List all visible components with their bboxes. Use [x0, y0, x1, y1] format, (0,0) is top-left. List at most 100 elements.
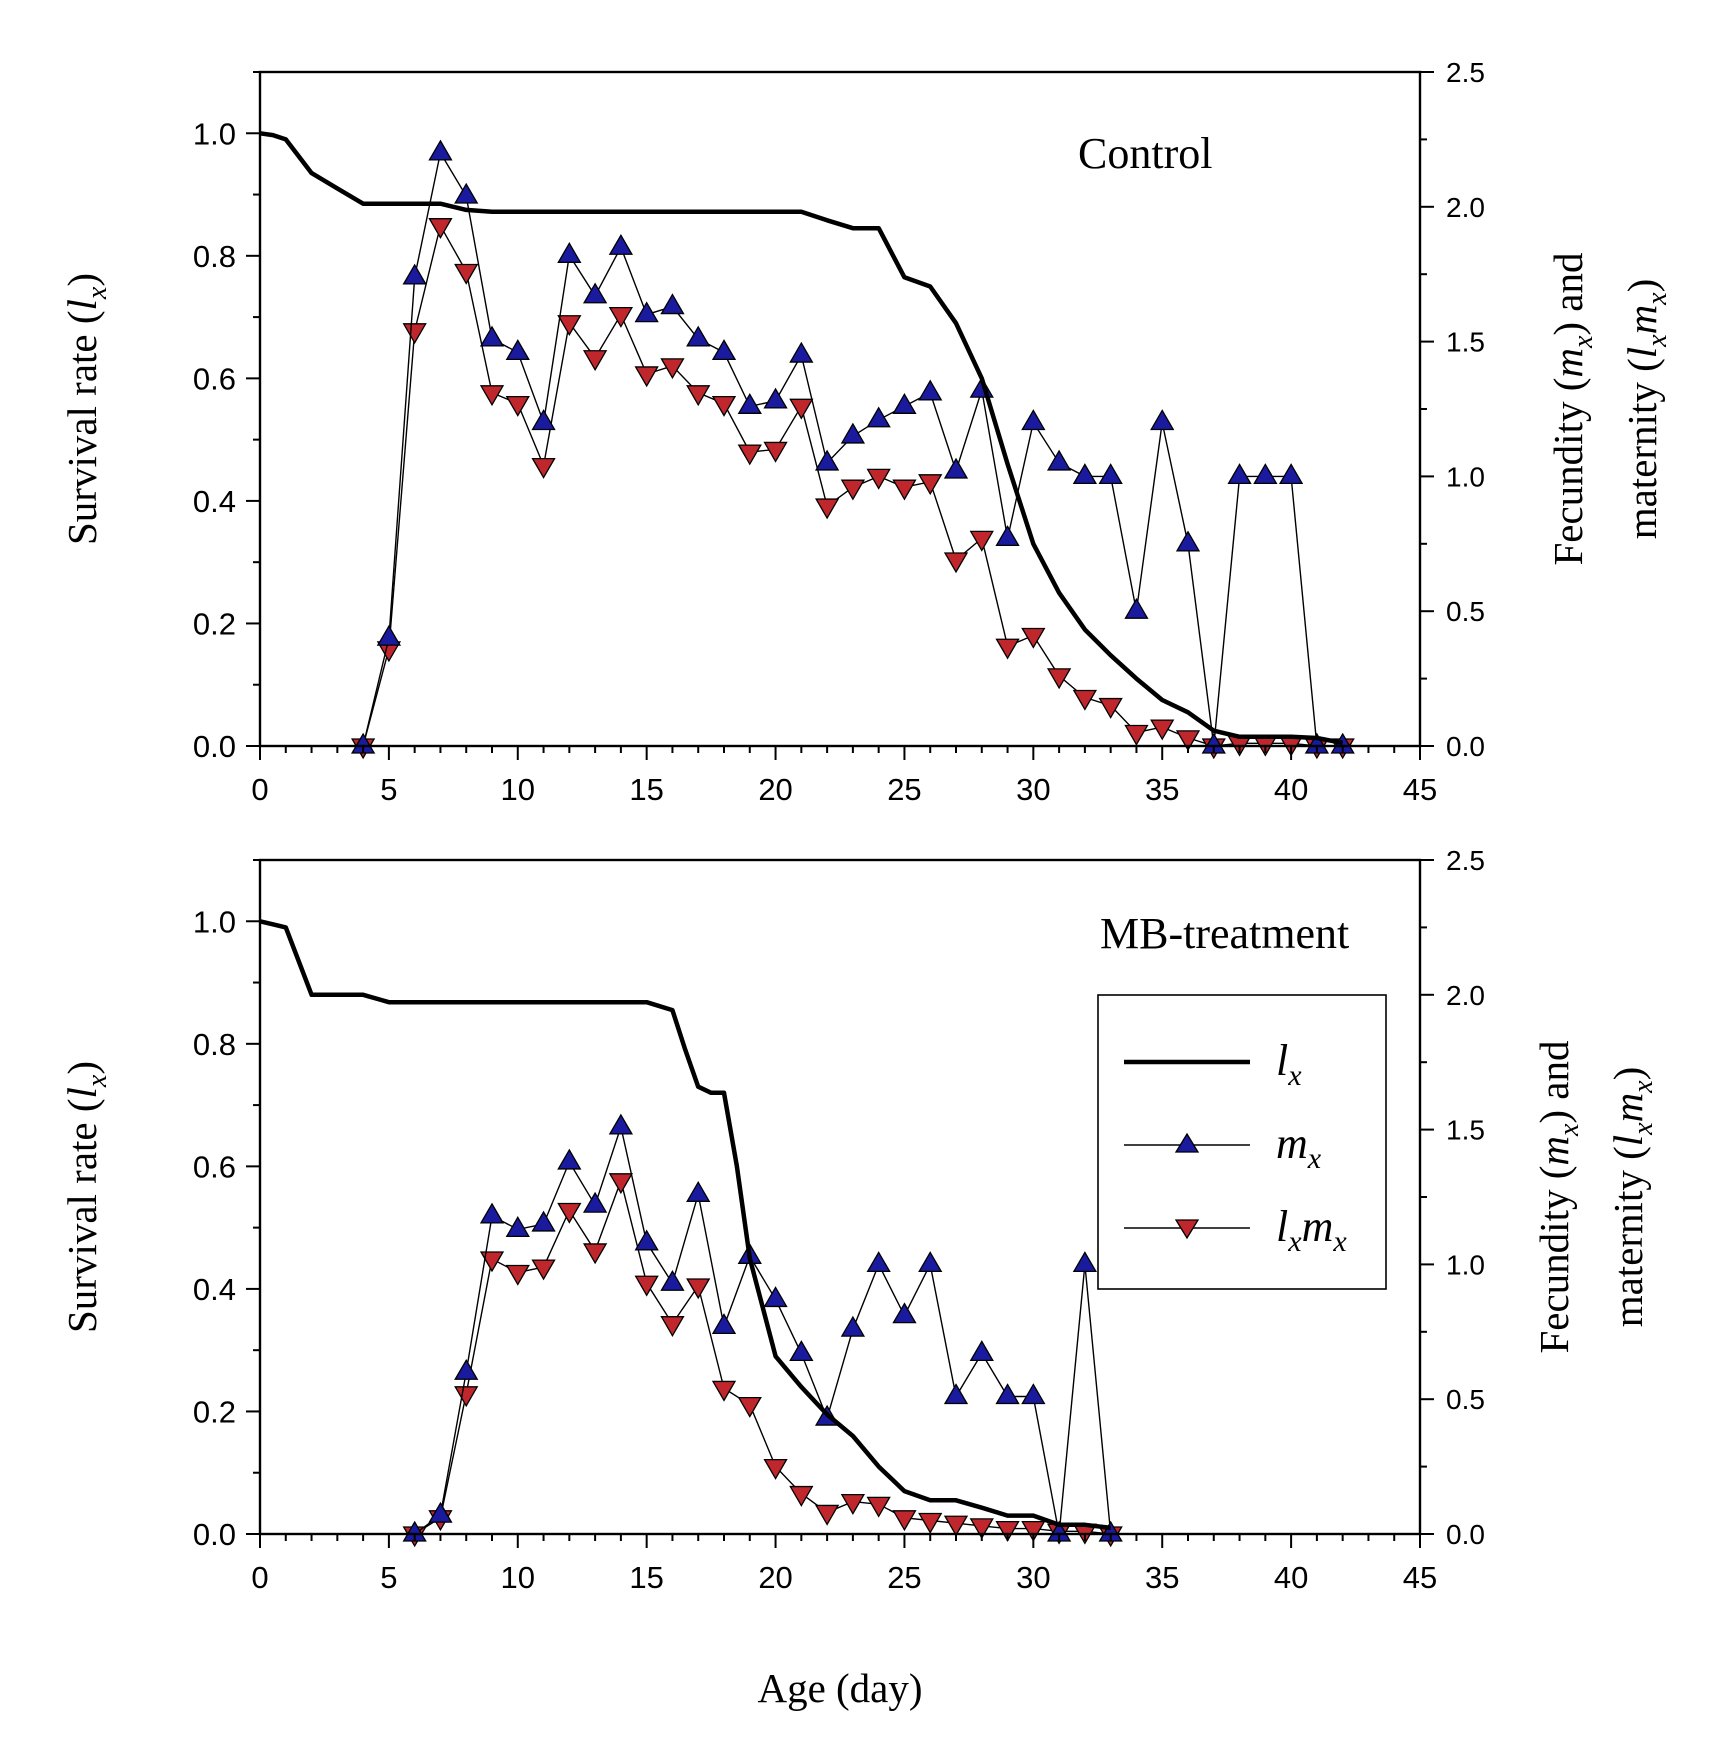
lxmx-point: [402, 323, 427, 345]
right-y-tick-label: 0.5: [1446, 596, 1485, 627]
mx-point: [737, 393, 762, 414]
left-y-axis-title: Survival rate (lx): [59, 273, 113, 545]
mx-point: [1072, 463, 1098, 485]
lxmx-point: [1072, 689, 1098, 711]
lxmx-point: [1021, 1520, 1046, 1542]
x-tick-label: 40: [1274, 1560, 1308, 1595]
mx-point: [582, 1191, 608, 1213]
series-line-lxmx: [414, 1178, 1111, 1535]
legend-label-lxmx: lxmx: [1276, 1202, 1347, 1258]
mx-point: [531, 409, 556, 431]
mx-point: [1175, 530, 1201, 552]
mx-point: [1021, 1383, 1046, 1405]
x-tick-label: 5: [380, 1560, 397, 1595]
x-tick-label: 30: [1016, 1560, 1050, 1595]
x-tick-label: 35: [1145, 1560, 1179, 1595]
mx-point: [660, 1269, 685, 1291]
axes: 0 5 10 15 20 25 30 35 40 45 0.0 0.2 0.4 0.6 0.8 1.0 0.0 0…: [193, 845, 1485, 1595]
mx-point: [969, 1340, 994, 1362]
lxmx-point: [1098, 697, 1123, 719]
mx-point: [634, 1229, 659, 1251]
mx-point: [1253, 463, 1278, 485]
right-y-axis-title-line1: Fecundity (mx) and: [1531, 1040, 1585, 1353]
mx-point: [376, 624, 402, 646]
mx-point: [634, 301, 659, 323]
mx-point: [479, 325, 505, 347]
mx-point: [1227, 463, 1252, 485]
lxmx-point: [763, 1458, 788, 1480]
mx-point: [402, 263, 427, 285]
lxmx-point: [918, 1512, 943, 1534]
lxmx-point: [608, 1173, 634, 1195]
lxmx-point: [634, 366, 659, 388]
right-y-tick-label: 1.5: [1446, 1115, 1485, 1146]
x-tick-label: 30: [1016, 772, 1050, 807]
lxmx-point: [660, 358, 685, 380]
lxmx-point: [1124, 724, 1149, 746]
right-y-tick-label: 0.5: [1446, 1384, 1485, 1415]
mx-point: [892, 1302, 917, 1324]
right-y-tick-label: 1.0: [1446, 461, 1485, 492]
left-y-tick-label: 0.8: [193, 1027, 236, 1062]
lxmx-point: [686, 1278, 711, 1300]
lxmx-point: [969, 530, 994, 552]
lxmx-point: [711, 395, 737, 417]
lxmx-point: [505, 1264, 530, 1286]
mx-point: [866, 406, 891, 428]
lxmx-point: [892, 479, 917, 501]
mx-point: [814, 449, 840, 471]
left-y-tick-label: 0.0: [193, 1517, 236, 1552]
lxmx-point: [995, 638, 1020, 660]
left-y-tick-label: 0.2: [193, 1394, 236, 1429]
left-y-tick-label: 0.8: [193, 239, 236, 274]
mx-point: [943, 457, 969, 479]
x-tick-label: 20: [758, 772, 792, 807]
x-tick-label: 10: [501, 1560, 535, 1595]
lxmx-point: [943, 552, 969, 574]
mx-point: [660, 293, 685, 315]
mx-point: [505, 1216, 530, 1237]
right-y-tick-label: 2.0: [1446, 192, 1485, 223]
left-y-tick-label: 0.6: [193, 1149, 236, 1184]
mx-point: [763, 1286, 788, 1308]
x-tick-label: 0: [251, 1560, 268, 1595]
mx-point: [608, 1113, 634, 1135]
series-line-mx: [362, 151, 1343, 747]
mx-point: [1072, 1251, 1098, 1273]
left-y-tick-label: 0.2: [193, 606, 236, 641]
legend-marker-mx: [1174, 1132, 1200, 1153]
x-tick-label: 20: [758, 1560, 792, 1595]
lxmx-point: [814, 498, 840, 520]
mx-point: [557, 1148, 582, 1170]
mx-point: [479, 1202, 505, 1224]
left-y-tick-label: 1.0: [193, 116, 236, 151]
mx-point: [686, 325, 711, 347]
mx-point: [711, 339, 737, 361]
left-y-tick-label: 0.6: [193, 361, 236, 396]
x-tick-label: 45: [1403, 1560, 1437, 1595]
left-y-axis-title: Survival rate (lx): [59, 1061, 113, 1333]
mx-point: [531, 1210, 556, 1232]
mx-point: [840, 1315, 866, 1337]
left-y-tick-label: 0.0: [193, 729, 236, 764]
mx-point: [866, 1251, 891, 1273]
x-axis-title: Age (day): [757, 1665, 922, 1711]
right-y-tick-label: 0.0: [1446, 1519, 1485, 1550]
lxmx-point: [634, 1275, 659, 1297]
lxmx-point: [763, 441, 788, 463]
mx-point: [454, 1358, 479, 1380]
plot-marks: [259, 919, 1123, 1548]
mx-point: [608, 233, 634, 255]
mx-point: [918, 1251, 943, 1273]
lxmx-point: [582, 1243, 608, 1265]
panel-title-mb-treatment: MB-treatment: [1100, 909, 1349, 958]
right-y-tick-label: 0.0: [1446, 731, 1485, 762]
right-y-tick-label: 2.5: [1446, 57, 1485, 88]
lxmx-point: [1150, 719, 1175, 741]
legend-entry-lx: lx: [1124, 1036, 1302, 1092]
plot-marks: [259, 131, 1355, 760]
mx-point: [711, 1313, 737, 1335]
x-tick-label: 10: [501, 772, 535, 807]
axes: 0 5 10 15 20 25 30 35 40 45 0.0 0.2 0.4 0.6 0.8 1.0 0.0 0…: [193, 57, 1485, 807]
lxmx-point: [866, 468, 891, 490]
